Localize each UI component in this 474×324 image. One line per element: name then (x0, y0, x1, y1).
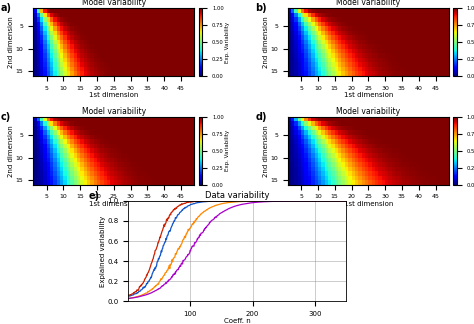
X-axis label: 1st dimension: 1st dimension (89, 92, 138, 98)
X-axis label: 1st dimension: 1st dimension (344, 201, 393, 207)
X-axis label: Coeff. n: Coeff. n (224, 318, 250, 324)
Title: Model variability: Model variability (82, 107, 146, 116)
Y-axis label: 2nd dimension: 2nd dimension (263, 125, 269, 177)
Title: Model variability: Model variability (336, 107, 401, 116)
Text: e): e) (89, 191, 100, 201)
Y-axis label: Exp. Variability: Exp. Variability (225, 130, 230, 171)
Text: c): c) (1, 112, 11, 122)
Title: Data variability: Data variability (205, 191, 269, 200)
Text: d): d) (255, 112, 267, 122)
Text: b): b) (255, 3, 267, 13)
Title: Model variability: Model variability (82, 0, 146, 7)
Y-axis label: 2nd dimension: 2nd dimension (263, 16, 269, 68)
Y-axis label: Explained variability: Explained variability (100, 215, 106, 287)
X-axis label: 1st dimension: 1st dimension (89, 201, 138, 207)
X-axis label: 1st dimension: 1st dimension (344, 92, 393, 98)
Y-axis label: 2nd dimension: 2nd dimension (9, 125, 14, 177)
Y-axis label: 2nd dimension: 2nd dimension (9, 16, 14, 68)
Y-axis label: Exp. Variability: Exp. Variability (225, 21, 230, 63)
Title: Model variability: Model variability (336, 0, 401, 7)
Text: a): a) (1, 3, 12, 13)
